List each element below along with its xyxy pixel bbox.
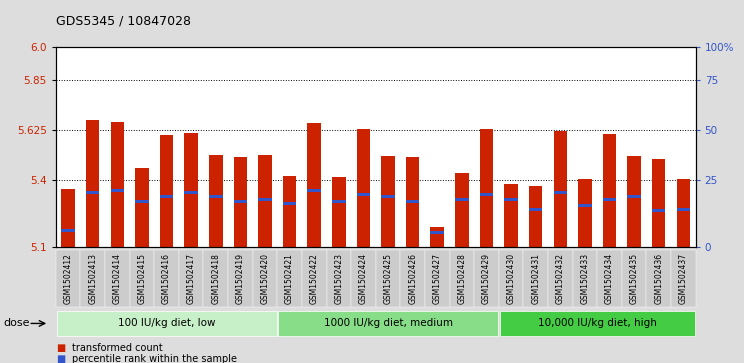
Bar — [332, 177, 345, 247]
Text: 1000 IU/kg diet, medium: 1000 IU/kg diet, medium — [324, 318, 452, 329]
Bar — [209, 155, 222, 247]
Text: dose: dose — [4, 318, 31, 329]
Text: GSM1502419: GSM1502419 — [236, 253, 245, 304]
Bar — [307, 123, 321, 247]
Text: GDS5345 / 10847028: GDS5345 / 10847028 — [56, 15, 190, 28]
Text: GSM1502412: GSM1502412 — [63, 253, 73, 304]
Bar — [283, 176, 296, 247]
Bar — [86, 191, 100, 194]
Bar — [406, 200, 420, 203]
Text: GSM1502422: GSM1502422 — [310, 253, 318, 304]
Bar — [185, 132, 198, 247]
Text: GSM1502429: GSM1502429 — [482, 253, 491, 304]
Bar — [652, 209, 665, 212]
Text: GSM1502428: GSM1502428 — [458, 253, 466, 304]
Bar — [332, 200, 345, 203]
Text: GSM1502414: GSM1502414 — [113, 253, 122, 304]
Bar — [676, 179, 690, 247]
Bar — [185, 191, 198, 194]
Text: GSM1502421: GSM1502421 — [285, 253, 294, 304]
Bar — [160, 135, 173, 247]
Bar — [406, 157, 420, 247]
Text: GSM1502435: GSM1502435 — [629, 253, 638, 304]
Text: GSM1502416: GSM1502416 — [162, 253, 171, 304]
Bar — [480, 129, 493, 247]
Text: GSM1502425: GSM1502425 — [383, 253, 393, 304]
Text: ■: ■ — [56, 343, 65, 353]
Bar — [234, 200, 247, 203]
Text: GSM1502415: GSM1502415 — [138, 253, 147, 304]
Bar — [504, 198, 518, 201]
Text: GSM1502424: GSM1502424 — [359, 253, 368, 304]
Text: 100 IU/kg diet, low: 100 IU/kg diet, low — [118, 318, 215, 329]
Text: GSM1502427: GSM1502427 — [433, 253, 442, 304]
Text: GSM1502426: GSM1502426 — [408, 253, 417, 304]
Bar — [554, 131, 567, 247]
Text: ■: ■ — [56, 354, 65, 363]
Bar — [381, 196, 395, 198]
Bar — [578, 179, 591, 247]
Text: GSM1502437: GSM1502437 — [679, 253, 688, 304]
Bar — [504, 184, 518, 247]
Bar — [627, 156, 641, 247]
Text: 10,000 IU/kg diet, high: 10,000 IU/kg diet, high — [538, 318, 657, 329]
Bar — [455, 198, 469, 201]
Bar — [578, 204, 591, 207]
Bar — [283, 202, 296, 205]
Text: GSM1502431: GSM1502431 — [531, 253, 540, 304]
Bar — [307, 189, 321, 192]
Text: GSM1502433: GSM1502433 — [580, 253, 589, 304]
Bar — [603, 134, 616, 247]
Bar — [209, 196, 222, 198]
Bar — [431, 231, 444, 234]
Text: GSM1502423: GSM1502423 — [334, 253, 343, 304]
Bar — [234, 157, 247, 247]
Bar — [356, 193, 371, 196]
Bar — [603, 198, 616, 201]
Bar — [652, 159, 665, 247]
Text: GSM1502436: GSM1502436 — [654, 253, 663, 304]
Bar — [258, 155, 272, 247]
Bar — [135, 168, 149, 247]
Text: percentile rank within the sample: percentile rank within the sample — [72, 354, 237, 363]
Bar — [258, 198, 272, 201]
Bar — [111, 189, 124, 192]
Bar — [529, 208, 542, 211]
Bar — [86, 121, 100, 247]
Bar — [356, 129, 371, 247]
Text: GSM1502417: GSM1502417 — [187, 253, 196, 304]
Bar — [554, 191, 567, 194]
Text: GSM1502430: GSM1502430 — [507, 253, 516, 304]
Bar — [455, 172, 469, 247]
Text: GSM1502432: GSM1502432 — [556, 253, 565, 304]
Bar — [676, 208, 690, 211]
Bar — [529, 186, 542, 247]
Text: transformed count: transformed count — [72, 343, 163, 353]
Bar — [135, 200, 149, 203]
Bar — [381, 156, 395, 247]
Text: GSM1502434: GSM1502434 — [605, 253, 614, 304]
Text: GSM1502413: GSM1502413 — [89, 253, 97, 304]
Bar — [431, 227, 444, 247]
Bar — [480, 193, 493, 196]
Bar — [61, 229, 75, 232]
Bar — [61, 189, 75, 247]
Text: GSM1502420: GSM1502420 — [260, 253, 269, 304]
Bar — [160, 196, 173, 198]
Bar — [111, 122, 124, 247]
Text: GSM1502418: GSM1502418 — [211, 253, 220, 304]
Bar — [627, 196, 641, 198]
